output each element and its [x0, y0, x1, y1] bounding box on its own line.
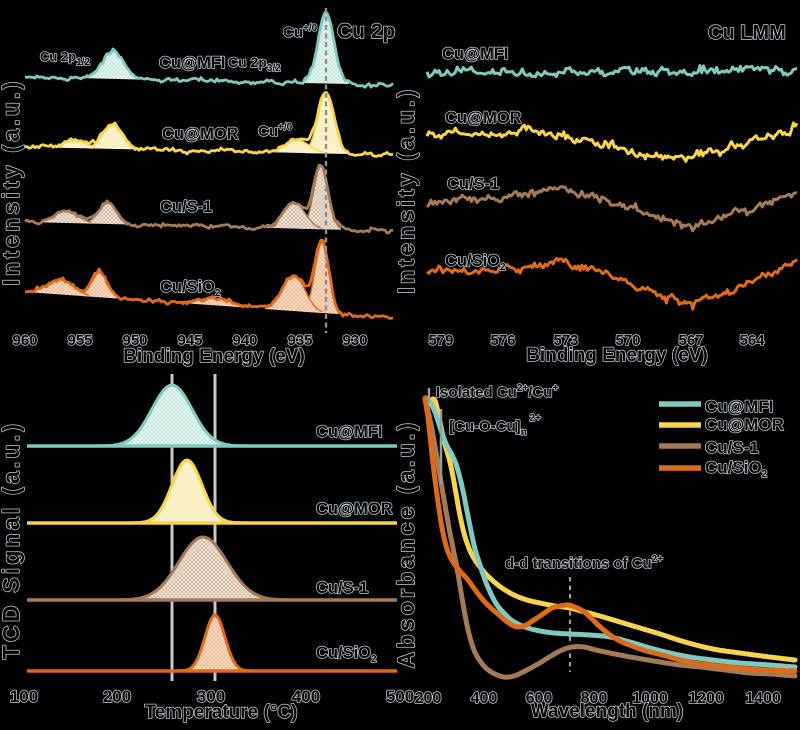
svg-text:Cu/SiO2: Cu/SiO2 [445, 252, 506, 273]
svg-text:400: 400 [292, 687, 320, 706]
svg-text:Cu 2p3/2: Cu 2p3/2 [228, 54, 281, 74]
svg-text:Cu@MFI: Cu@MFI [442, 45, 509, 63]
svg-text:Cu@MFI: Cu@MFI [159, 54, 226, 72]
svg-text:Cu@MFI: Cu@MFI [316, 423, 383, 441]
svg-text:1200: 1200 [688, 690, 724, 707]
svg-text:Cu 2p: Cu 2p [337, 20, 395, 43]
svg-text:Intensity (a.u.): Intensity (a.u.) [393, 86, 419, 293]
svg-text:Cu@MOR: Cu@MOR [705, 415, 784, 434]
svg-text:200: 200 [415, 690, 442, 707]
svg-text:1000: 1000 [632, 690, 668, 707]
svg-text:Cu/S-1: Cu/S-1 [447, 175, 499, 193]
svg-text:945: 945 [177, 332, 202, 349]
svg-text:579: 579 [428, 332, 453, 349]
svg-text:Cu@MOR: Cu@MOR [162, 125, 239, 143]
svg-text:576: 576 [490, 332, 515, 349]
svg-text:567: 567 [678, 332, 703, 349]
svg-text:400: 400 [471, 690, 498, 707]
svg-text:Cu@MOR: Cu@MOR [445, 109, 522, 127]
svg-text:Cu/S-1: Cu/S-1 [316, 579, 368, 597]
svg-text:573: 573 [553, 332, 578, 349]
svg-text:Cu@MOR: Cu@MOR [316, 500, 393, 518]
svg-text:Cu/SiO2: Cu/SiO2 [160, 278, 221, 299]
svg-text:100: 100 [10, 687, 38, 706]
svg-text:955: 955 [67, 332, 92, 349]
svg-text:300: 300 [197, 687, 225, 706]
svg-text:Wavelength (nm): Wavelength (nm) [531, 701, 683, 722]
svg-text:935: 935 [287, 332, 312, 349]
svg-text:950: 950 [122, 332, 147, 349]
svg-text:Absorbance (a.u.): Absorbance (a.u.) [393, 420, 419, 669]
svg-text:570: 570 [615, 332, 640, 349]
svg-text:200: 200 [103, 687, 131, 706]
svg-text:930: 930 [342, 332, 367, 349]
svg-text:940: 940 [232, 332, 257, 349]
svg-text:800: 800 [581, 690, 608, 707]
svg-text:d-d transitions of Cu2+: d-d transitions of Cu2+ [505, 554, 663, 572]
svg-text:Intensity (a.u.): Intensity (a.u.) [0, 78, 24, 285]
svg-text:Cu/SiO2: Cu/SiO2 [705, 458, 768, 480]
svg-text:500: 500 [386, 687, 414, 706]
svg-text:960: 960 [12, 332, 37, 349]
svg-text:Binding Energy (eV): Binding Energy (eV) [123, 346, 305, 367]
svg-text:1400: 1400 [745, 690, 781, 707]
svg-text:564: 564 [739, 332, 765, 349]
svg-text:Isolated Cu2+/Cu+: Isolated Cu2+/Cu+ [436, 383, 558, 401]
svg-text:Cu/SiO2: Cu/SiO2 [316, 644, 377, 665]
svg-text:Cu/S-1: Cu/S-1 [160, 198, 212, 216]
svg-text:Cu@MFI: Cu@MFI [705, 397, 774, 416]
svg-text:Binding Energy (eV): Binding Energy (eV) [526, 345, 708, 366]
svg-text:TCD Signal (a.u.): TCD Signal (a.u.) [0, 421, 24, 659]
svg-text:600: 600 [526, 690, 553, 707]
svg-text:Cu/S-1: Cu/S-1 [705, 438, 759, 457]
svg-text:Cu LMM: Cu LMM [708, 22, 786, 44]
svg-text:Temperature (°C): Temperature (°C) [145, 702, 298, 723]
